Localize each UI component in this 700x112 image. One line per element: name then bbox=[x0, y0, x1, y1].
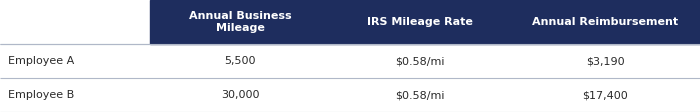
Text: $0.58/mi: $0.58/mi bbox=[395, 90, 444, 100]
Text: $3,190: $3,190 bbox=[586, 56, 624, 66]
Text: 30,000: 30,000 bbox=[220, 90, 259, 100]
Bar bbox=[150, 0, 700, 44]
Text: $17,400: $17,400 bbox=[582, 90, 628, 100]
Text: Annual Business
Mileage: Annual Business Mileage bbox=[189, 11, 291, 33]
Text: Employee A: Employee A bbox=[8, 56, 74, 66]
Text: 5,500: 5,500 bbox=[224, 56, 256, 66]
Text: Annual Reimbursement: Annual Reimbursement bbox=[532, 17, 678, 27]
Text: IRS Mileage Rate: IRS Mileage Rate bbox=[367, 17, 473, 27]
Text: $0.58/mi: $0.58/mi bbox=[395, 56, 444, 66]
Text: Employee B: Employee B bbox=[8, 90, 74, 100]
